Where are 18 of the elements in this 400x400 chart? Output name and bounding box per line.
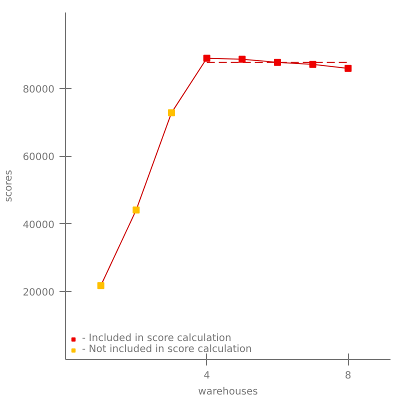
- y-tick-label: 20000: [22, 288, 54, 299]
- legend-label: - Included in score calculation: [82, 333, 232, 344]
- legend-label: - Not included in score calculation: [82, 344, 252, 355]
- point: [97, 282, 104, 290]
- point: [132, 206, 140, 214]
- x-tick-label: 4: [204, 370, 210, 382]
- y-tick-label: 80000: [22, 84, 54, 96]
- point: [344, 64, 352, 72]
- point: [309, 60, 316, 68]
- point: [238, 56, 246, 63]
- x-tick-label: 8: [344, 370, 352, 382]
- point: [274, 58, 281, 66]
- point: [203, 54, 210, 62]
- x-axis-title: warehouses: [198, 386, 258, 398]
- point: [168, 109, 175, 116]
- y-axis-title: scores: [4, 170, 15, 202]
- y-tick-label: 40000: [22, 220, 54, 231]
- y-tick-label: 60000: [22, 152, 54, 164]
